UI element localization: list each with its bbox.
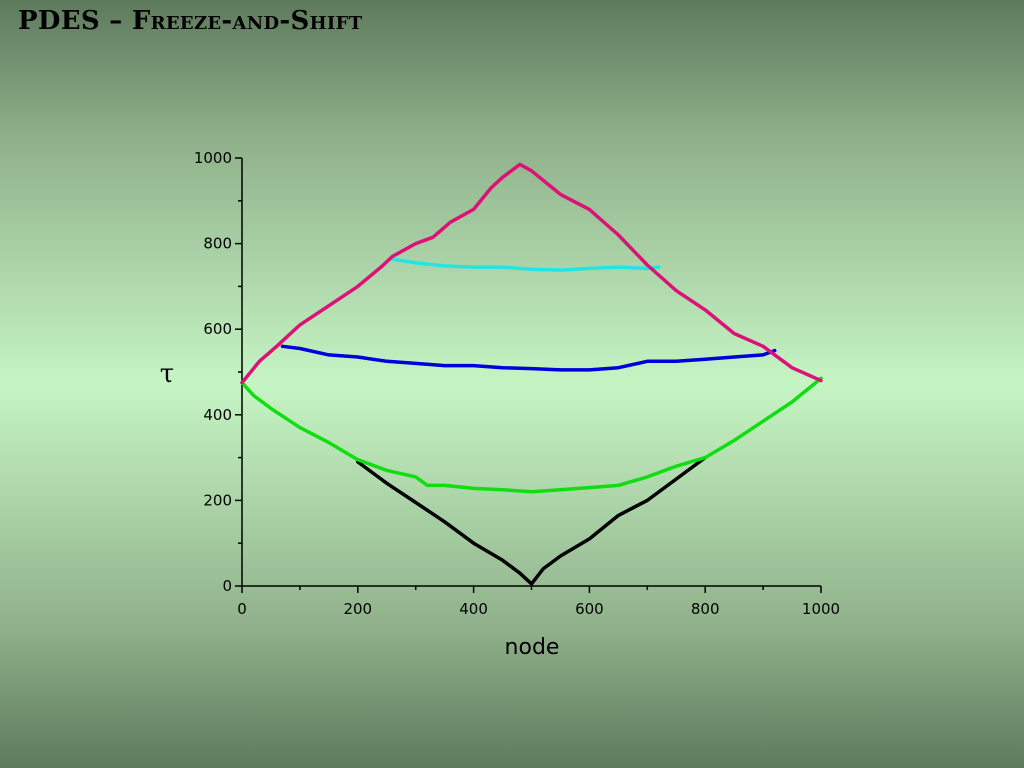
y-tick-label: 200 — [203, 491, 232, 509]
series-line-3 — [387, 256, 661, 272]
series-line-4 — [240, 162, 823, 385]
y-tick-label: 800 — [203, 235, 232, 253]
y-tick-label: 400 — [203, 406, 232, 424]
y-tick-label: 0 — [222, 577, 232, 595]
series-line-2 — [280, 344, 777, 372]
chart-axes: 0 200 400 600 800 1000 0 200 400 600 800 1000 — [194, 149, 840, 618]
y-tick-label: 1000 — [194, 149, 232, 167]
x-tick-label: 400 — [459, 600, 488, 618]
chart-series — [240, 162, 823, 586]
y-axis-label: τ — [160, 359, 174, 389]
slide-title: PDES – Freeze-and-Shift — [18, 6, 363, 36]
x-tick-label: 0 — [237, 600, 247, 618]
x-tick-label: 600 — [575, 600, 604, 618]
x-tick-label: 800 — [691, 600, 720, 618]
series-line-0 — [356, 455, 707, 586]
x-axis-label: node — [505, 635, 560, 660]
series-line-1 — [240, 376, 823, 494]
x-tick-label: 1000 — [802, 600, 840, 618]
y-tick-label: 600 — [203, 320, 232, 338]
x-tick-label: 200 — [343, 600, 372, 618]
